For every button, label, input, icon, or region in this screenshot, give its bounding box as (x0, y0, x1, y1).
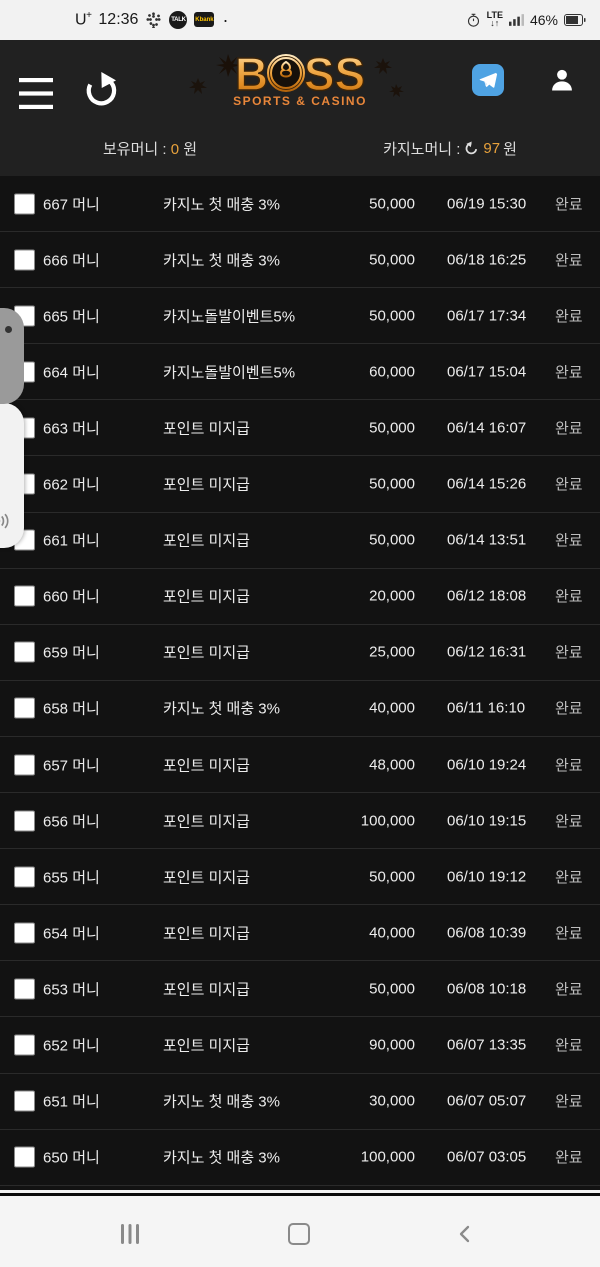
svg-text:SPORTS & CASINO: SPORTS & CASINO (233, 94, 367, 108)
